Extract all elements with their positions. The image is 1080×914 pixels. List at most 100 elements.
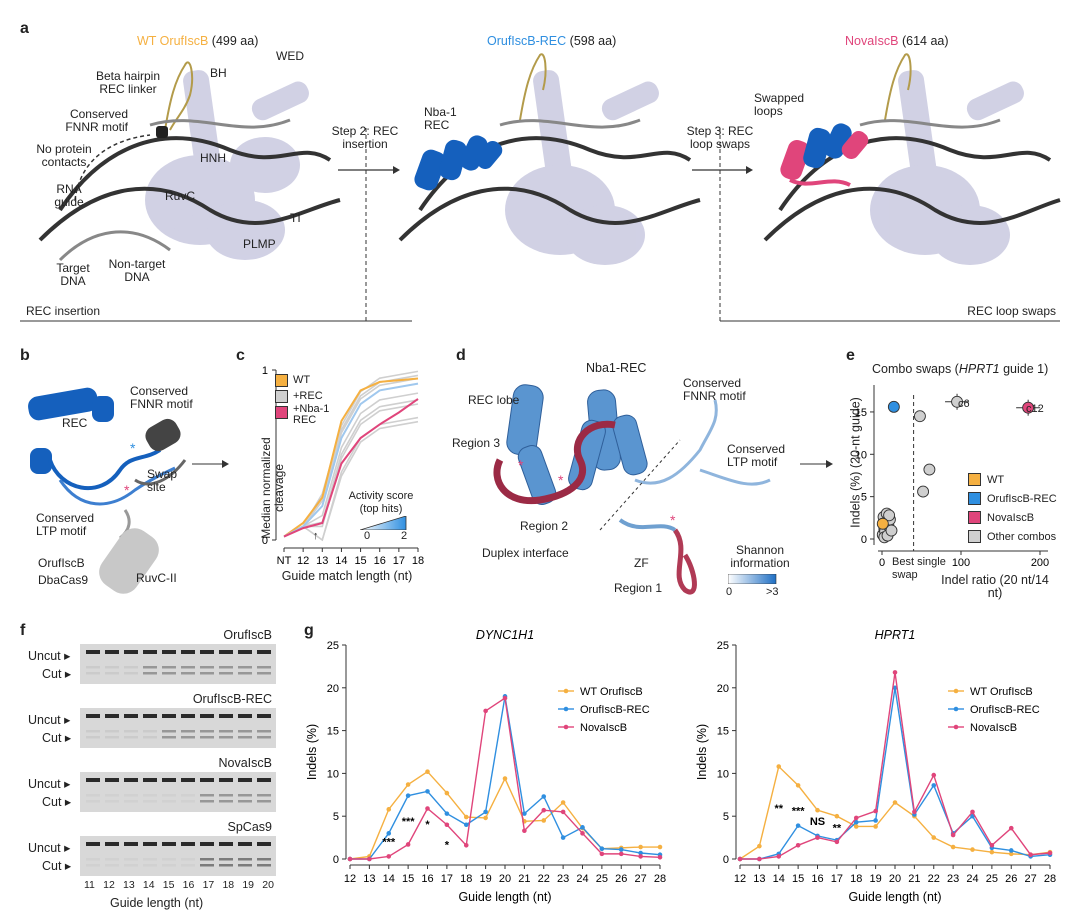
g-point: [1008, 825, 1014, 831]
g-line-wtorufiscb: [739, 765, 1051, 860]
gel-band-uncut: [238, 842, 252, 846]
g-point: [405, 782, 411, 787]
activity-gradient: [360, 516, 407, 530]
gel-band-cut: [181, 858, 195, 861]
g-x-tick-label: 21: [908, 873, 920, 885]
g-line-wtorufiscb: [349, 770, 660, 860]
c-line-combo: [283, 416, 419, 542]
d-sh-max: >3: [766, 586, 779, 598]
g-legend-label: WT OrufIscB: [580, 686, 643, 698]
d-title: Nba1-REC: [586, 361, 647, 375]
gel-band-cut: [124, 730, 138, 733]
legend-e-swatch-wt: [968, 473, 981, 486]
g-significance: **: [833, 823, 842, 835]
g-legend-marker: [563, 688, 569, 694]
label-bh: BH: [210, 66, 227, 80]
gel-cut-label: Cut ▸: [42, 795, 72, 809]
label-nba1: Nba-1 REC: [424, 105, 457, 132]
gel-band-cut: [238, 794, 252, 797]
g-point: [386, 854, 392, 859]
label-rna-guide: RNA guide: [54, 182, 84, 209]
g-legend-label: NovaIscB: [580, 722, 627, 734]
g-legend-marker: [563, 706, 569, 712]
e-x-tick-label: 200: [1031, 557, 1049, 569]
d-zf: ZF: [634, 556, 649, 570]
g-x-tick-label: 27: [1025, 873, 1037, 885]
gel-band-cut: [162, 794, 176, 797]
gel-band-cut: [238, 672, 252, 675]
g-x-tick-label: 15: [402, 873, 414, 885]
panel-c-label: c: [236, 347, 245, 364]
gel-band-cut: [143, 736, 157, 739]
e-point-othercombos: [923, 463, 936, 476]
gel-band-uncut: [200, 650, 214, 654]
label-b-ltp: Conserved LTP motif: [36, 511, 95, 538]
legend-e-wt: WT: [987, 473, 1005, 486]
gel-title: OrufIscB: [223, 628, 272, 642]
g-y-tick-label: 10: [327, 768, 339, 780]
g-legend-label: OrufIscB-REC: [580, 704, 650, 716]
panel-a-label: a: [20, 20, 29, 37]
g-significance: **: [774, 803, 783, 815]
g-chart-title: DYNC1H1: [476, 628, 534, 642]
g-point: [1008, 848, 1014, 853]
g-y-tick-label: 5: [723, 811, 729, 823]
arrow-d-e: [800, 460, 833, 468]
gel-band-cut: [200, 730, 214, 733]
gel-lane-label: 20: [262, 879, 274, 891]
legend-c-nba: +Nba-1 REC: [293, 403, 330, 426]
gel-band-cut: [86, 800, 100, 803]
e-best: Best single swap: [892, 556, 946, 581]
legend-c-wt: WT: [293, 374, 311, 386]
c-line-nba1rec: [283, 398, 419, 538]
chart-e: 0 5 10 15 0 100 200: [855, 385, 1049, 569]
structure-wt: [38, 61, 341, 262]
gel-band-uncut: [238, 778, 252, 782]
gel-image: [80, 644, 276, 684]
e-point-novaiscb: [1022, 401, 1035, 414]
g-point: [737, 856, 743, 862]
g-point: [367, 856, 372, 862]
gel-band-cut: [143, 794, 157, 797]
g-point: [483, 815, 488, 821]
gel-band-cut: [105, 858, 119, 861]
gel-band-cut: [124, 794, 138, 797]
gel-lane-label: 14: [142, 879, 155, 891]
gel-band-uncut: [86, 842, 100, 846]
g-point: [386, 831, 392, 836]
g-point: [580, 831, 585, 836]
g-line-novaiscb: [740, 672, 1051, 860]
gel-band-cut: [86, 858, 100, 861]
panel-f-label: f: [20, 622, 26, 639]
g-point: [483, 708, 488, 714]
g-point: [425, 769, 430, 774]
g-legend-marker: [953, 724, 959, 730]
c-line-wt: [283, 377, 419, 538]
gel-image: [80, 836, 276, 876]
gel-band-uncut: [105, 650, 119, 654]
gel-cut-label: Cut ▸: [42, 859, 72, 873]
d-sh-min: 0: [726, 586, 733, 598]
g-point: [502, 695, 508, 701]
gel-lane-label: 12: [103, 879, 115, 891]
g-x-tick-label: 28: [1044, 873, 1056, 885]
label-b-ruvc2: RuvC-II: [136, 571, 177, 585]
c-x-tick-label: 14: [335, 555, 347, 567]
g-x-tick-label: 23: [947, 873, 959, 885]
e-point-othercombos: [917, 485, 930, 498]
panel-a-title-nova: NovaIscB (614 aa): [845, 34, 949, 48]
gel-band-cut: [105, 666, 119, 669]
gel-band-cut: [86, 864, 100, 867]
g-point: [853, 824, 859, 829]
gel-lane-label: 16: [182, 879, 195, 891]
c-x-tick-label: 13: [316, 555, 328, 567]
gel-band-uncut: [124, 650, 138, 654]
g-point: [522, 811, 527, 816]
e-c6: c6: [958, 398, 970, 410]
e-y-tick-label: 0: [861, 534, 867, 546]
g-x-tick-label: 16: [421, 873, 433, 885]
e-point-othercombos: [951, 395, 964, 408]
gel-band-cut: [219, 736, 233, 739]
gel-band-cut: [257, 672, 271, 675]
gel-band-cut: [219, 864, 233, 867]
